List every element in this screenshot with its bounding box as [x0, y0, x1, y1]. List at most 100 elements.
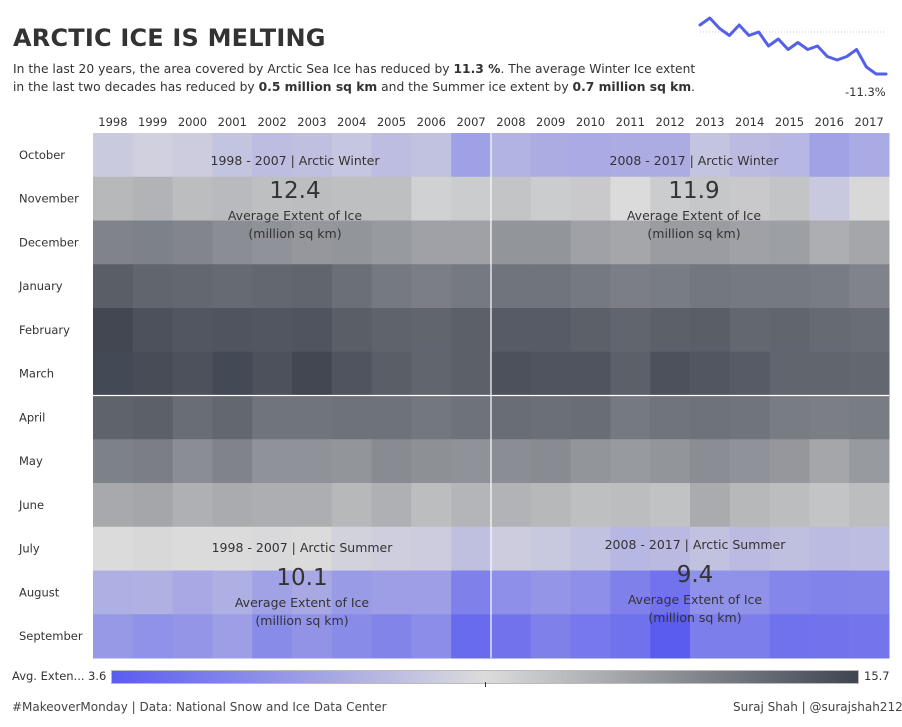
- heatmap-cell: [491, 308, 532, 353]
- heatmap-cell: [132, 220, 174, 265]
- annotation-value: 12.4: [269, 178, 320, 204]
- heatmap-cell: [132, 614, 174, 659]
- heatmap-cell: [849, 133, 890, 178]
- heatmap-cell: [132, 176, 174, 221]
- year-label: 1998: [98, 115, 127, 129]
- year-label: 2017: [854, 115, 883, 129]
- heatmap-cell: [411, 395, 452, 440]
- heatmap-cell: [491, 526, 532, 571]
- annotation-value: 11.9: [668, 178, 719, 204]
- heatmap-cell: [331, 483, 373, 528]
- heatmap-cell: [212, 570, 253, 615]
- year-label: 2008: [496, 115, 525, 129]
- heatmap-cell: [331, 264, 373, 309]
- heatmap-cell: [451, 308, 492, 353]
- annotation-value: 10.1: [276, 565, 327, 591]
- heatmap-cell: [729, 176, 771, 221]
- heatmap-cell: [849, 614, 890, 659]
- heatmap-cell: [371, 176, 412, 221]
- heatmap-cell: [769, 570, 810, 615]
- heatmap-cell: [769, 264, 810, 309]
- heatmap-cell: [610, 308, 651, 353]
- heatmap-cell: [530, 570, 572, 615]
- heatmap-cell: [132, 133, 174, 178]
- heatmap-cell: [491, 176, 532, 221]
- heatmap-cell: [212, 439, 253, 484]
- heatmap-cell: [132, 526, 174, 571]
- heatmap-cell: [809, 264, 850, 309]
- sparkline-change-label: -11.3%: [845, 85, 886, 99]
- annotation-unit: (million sq km): [648, 610, 741, 625]
- legend-min-value: 3.6: [88, 669, 107, 683]
- heatmap-cell: [252, 570, 293, 615]
- heatmap-cell: [172, 483, 213, 528]
- heatmap-cell: [849, 220, 890, 265]
- legend-mid-tick: [485, 682, 486, 687]
- heatmap-cell: [729, 570, 771, 615]
- heatmap-cell: [212, 483, 253, 528]
- heatmap-cell: [690, 570, 731, 615]
- heatmap-cell: [491, 220, 532, 265]
- heatmap-cell: [570, 220, 611, 265]
- heatmap-cell: [650, 220, 691, 265]
- heatmap-cell: [252, 133, 293, 178]
- heatmap-cell: [690, 483, 731, 528]
- heatmap-cell: [292, 133, 333, 178]
- heatmap-cell: [809, 133, 850, 178]
- heatmap-cell: [690, 308, 731, 353]
- heatmap-cell: [690, 220, 731, 265]
- annotation-period: 1998 - 2007 | Arctic Winter: [211, 153, 381, 168]
- heatmap-cell: [292, 264, 333, 309]
- heatmap-cell: [491, 483, 532, 528]
- heatmap-cell: [729, 133, 771, 178]
- heatmap-cell: [809, 526, 850, 571]
- year-label: 2004: [337, 115, 366, 129]
- heatmap-cell: [252, 395, 293, 440]
- legend-max-value: 15.7: [864, 669, 890, 683]
- heatmap-cell: [371, 526, 412, 571]
- heatmap-cell: [849, 526, 890, 571]
- heatmap-cell: [292, 220, 333, 265]
- heatmap-cell: [610, 133, 651, 178]
- annotation-label: Average Extent of Ice: [235, 595, 370, 610]
- heatmap-cell: [650, 351, 691, 396]
- heatmap-cell: [331, 526, 373, 571]
- heatmap-cell: [132, 264, 174, 309]
- annotation-unit: (million sq km): [255, 613, 348, 628]
- heatmap-cell: [371, 439, 412, 484]
- heatmap-cell: [132, 483, 174, 528]
- heatmap-cell: [212, 395, 253, 440]
- heatmap-cell: [172, 439, 213, 484]
- heatmap-cell: [610, 351, 651, 396]
- month-label: March: [19, 367, 54, 381]
- year-label: 2011: [616, 115, 645, 129]
- year-label: 2002: [257, 115, 286, 129]
- heatmap-cell: [809, 439, 850, 484]
- heatmap-cell: [132, 570, 174, 615]
- heatmap-cell: [530, 264, 572, 309]
- year-label: 2001: [218, 115, 247, 129]
- heatmap-cell: [530, 176, 572, 221]
- heatmap-cell: [809, 570, 850, 615]
- heatmap-cell: [252, 526, 293, 571]
- heatmap-cell: [451, 526, 492, 571]
- heatmap-cell: [411, 308, 452, 353]
- heatmap-cell: [650, 308, 691, 353]
- month-label: December: [19, 235, 79, 249]
- heatmap-cell: [491, 614, 532, 659]
- month-label: October: [19, 148, 65, 162]
- heatmap-cell: [570, 614, 611, 659]
- heatmap-cell: [530, 395, 572, 440]
- heatmap-cell: [530, 133, 572, 178]
- heatmap-cell: [610, 614, 651, 659]
- heatmap-cell: [769, 439, 810, 484]
- heatmap-cell: [451, 351, 492, 396]
- sparkline-chart: [698, 16, 888, 76]
- heatmap-cell: [93, 264, 134, 309]
- year-label: 1999: [138, 115, 167, 129]
- heatmap-cell: [530, 614, 572, 659]
- heatmap-cell: [491, 264, 532, 309]
- heatmap-cell: [769, 395, 810, 440]
- heatmap-cell: [650, 133, 691, 178]
- heatmap-cell: [570, 439, 611, 484]
